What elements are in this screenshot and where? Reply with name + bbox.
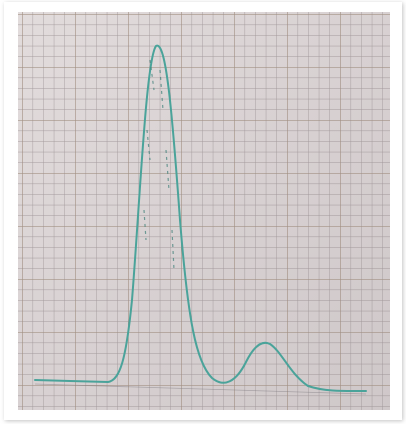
baseline-pencil [34, 383, 367, 395]
drawn-curve [34, 44, 367, 393]
major-grid [18, 12, 390, 410]
curve-texture [143, 59, 175, 271]
